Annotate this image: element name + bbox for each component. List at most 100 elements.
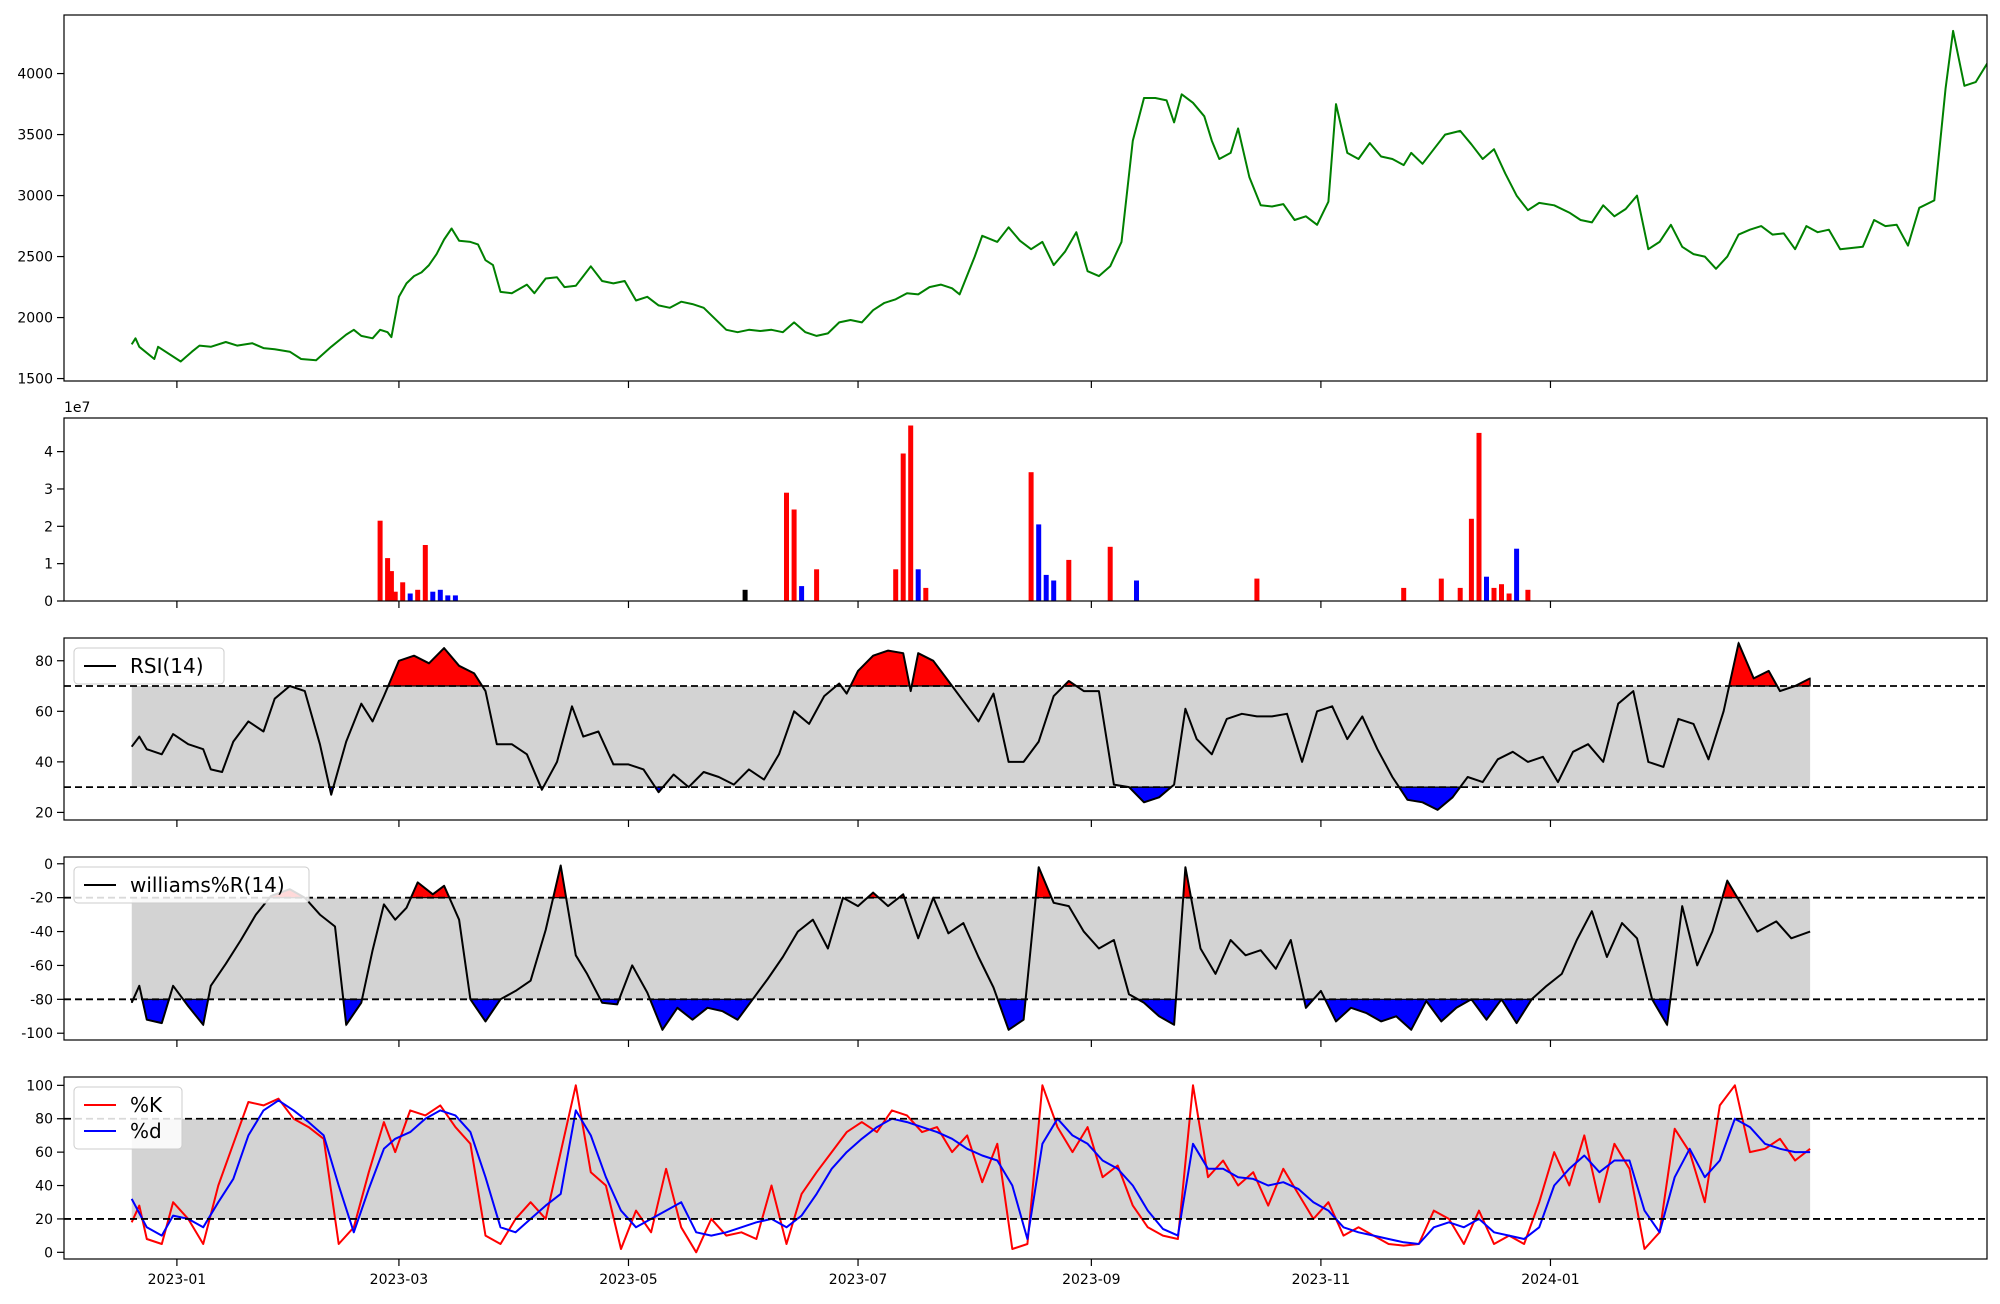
volume-bar [908, 425, 914, 601]
price-axes-frame [63, 14, 1988, 382]
volume-bar [1514, 548, 1520, 601]
volume-bar [1028, 472, 1034, 601]
rsi-ytick-label: 20 [35, 805, 53, 821]
volume-bar [1457, 587, 1463, 601]
williams-ytick-label: -100 [21, 1026, 53, 1042]
williams-ytick-label: 0 [44, 857, 53, 873]
volume-bar [1107, 546, 1113, 601]
volume-bar [1476, 432, 1482, 601]
williams-oversold-fill [469, 998, 502, 1023]
stochastic-ytick-label: 60 [35, 1145, 53, 1161]
stochastic-ytick-label: 40 [35, 1179, 53, 1195]
volume-bar [791, 509, 797, 601]
stochastic-axes-frame [63, 1076, 1988, 1260]
xtick-label: 2023-09 [1062, 1272, 1121, 1288]
volume-bar [784, 492, 789, 601]
stochastic-ytick-label: 20 [35, 1212, 53, 1228]
volume-bar [1134, 580, 1139, 601]
stochastic-ytick-label: 80 [35, 1112, 53, 1128]
xtick-label: 2023-01 [148, 1272, 207, 1288]
price-ytick-label: 2500 [17, 250, 53, 266]
volume-bar [893, 569, 899, 601]
williams-ytick-label: -60 [30, 958, 53, 974]
price-ytick-label: 3000 [17, 189, 53, 205]
volume-bar [814, 569, 820, 601]
volume-ytick-label: 4 [44, 445, 53, 461]
volume-bar [1051, 580, 1057, 601]
volume-bar [422, 545, 428, 601]
volume-bar [1066, 559, 1072, 601]
williams-ytick-label: -20 [30, 891, 53, 907]
volume-bar [1043, 574, 1049, 601]
volume-bar [1525, 589, 1531, 601]
rsi-neutral-band [131, 686, 1811, 788]
volume-bar [400, 582, 406, 601]
williams-legend-box [73, 866, 310, 904]
volume-bar [388, 571, 394, 601]
stochastic-ytick-label: 0 [44, 1245, 53, 1261]
williams-neutral-band [131, 897, 1811, 1000]
volume-ytick-label: 2 [44, 519, 53, 535]
xtick-label: 2024-01 [1521, 1272, 1580, 1288]
stochastic-ytick-label: 100 [26, 1078, 53, 1094]
rsi-overbought-fill [387, 647, 484, 687]
volume-bar [452, 595, 458, 601]
rsi-ytick-label: 60 [35, 704, 53, 720]
volume-bar [392, 591, 398, 601]
williams-ytick-label: -40 [30, 925, 53, 941]
volume-bar [900, 453, 906, 601]
williams-oversold-fill [1470, 998, 1503, 1021]
williams-oversold-fill [996, 998, 1027, 1031]
volume-bar [407, 593, 413, 601]
xtick-label: 2023-05 [599, 1272, 658, 1288]
rsi-legend-label: RSI(14) [130, 654, 204, 678]
stochastic-legend-label: %d [130, 1119, 162, 1143]
williams-legend-label: williams%R(14) [130, 873, 285, 897]
rsi-legend-box [73, 647, 225, 685]
williams-oversold-fill [1500, 998, 1533, 1025]
volume-ytick-label: 0 [44, 594, 53, 610]
volume-bar [1036, 524, 1042, 601]
williams-legend: williams%R(14) [73, 866, 310, 904]
volume-ytick-label: 1 [44, 557, 53, 573]
volume-bar [385, 558, 391, 601]
xtick-label: 2023-07 [829, 1272, 888, 1288]
volume-ytick-label: 3 [44, 482, 53, 498]
volume-bar [1401, 587, 1407, 601]
price-ytick-label: 1500 [17, 372, 53, 388]
stochastic-neutral-band [131, 1118, 1811, 1219]
rsi-legend: RSI(14) [73, 647, 225, 685]
volume-bar [1438, 578, 1444, 601]
williams-ytick-label: -80 [30, 992, 53, 1008]
rsi-line [130, 642, 1811, 811]
volume-bar [923, 587, 929, 601]
price-ytick-label: 4000 [17, 67, 53, 83]
rsi-ytick-label: 40 [35, 755, 53, 771]
price-ytick-label: 3500 [17, 128, 53, 144]
price-line [130, 29, 1987, 363]
xtick-label: 2023-11 [1292, 1272, 1351, 1288]
volume-bar [445, 595, 451, 601]
volume-bar [1468, 518, 1474, 601]
rsi-ytick-label: 80 [35, 654, 53, 670]
stoch-d-line [130, 1099, 1811, 1245]
williams-axes-frame [63, 856, 1988, 1041]
price-ytick-label: 2000 [17, 311, 53, 327]
volume-bar [377, 520, 383, 601]
volume-bar [1506, 593, 1512, 601]
stochastic-legend-label: %K [130, 1093, 163, 1117]
volume-bar [799, 586, 805, 601]
williams-line [130, 864, 1811, 1031]
volume-bar [437, 589, 443, 601]
rsi-axes-frame [63, 637, 1988, 821]
volume-bar [1484, 576, 1489, 601]
volume-bar [415, 589, 421, 601]
volume-axes-frame [63, 417, 1988, 602]
volume-bar [1491, 587, 1497, 601]
xtick-label: 2023-03 [370, 1272, 429, 1288]
stochastic-legend: %K%d [73, 1086, 183, 1150]
volume-bar [430, 591, 436, 601]
volume-bar [742, 589, 748, 601]
